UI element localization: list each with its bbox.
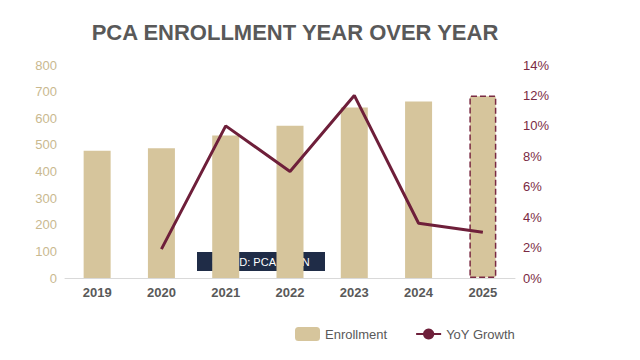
svg-text:4%: 4% <box>523 210 542 225</box>
svg-text:2024: 2024 <box>404 285 434 300</box>
svg-text:500: 500 <box>35 137 57 152</box>
svg-text:8%: 8% <box>523 149 542 164</box>
svg-text:2022: 2022 <box>276 285 305 300</box>
svg-text:2%: 2% <box>523 240 542 255</box>
svg-text:14%: 14% <box>523 58 549 73</box>
svg-text:2019: 2019 <box>83 285 112 300</box>
svg-text:0%: 0% <box>523 271 542 286</box>
svg-text:YoY Growth: YoY Growth <box>446 327 515 342</box>
svg-text:2021: 2021 <box>211 285 240 300</box>
svg-text:10%: 10% <box>523 118 549 133</box>
svg-text:300: 300 <box>35 191 57 206</box>
svg-text:400: 400 <box>35 164 57 179</box>
svg-text:Enrollment: Enrollment <box>325 327 388 342</box>
svg-text:0: 0 <box>50 271 57 286</box>
svg-text:2020: 2020 <box>147 285 176 300</box>
svg-text:2025: 2025 <box>468 285 497 300</box>
svg-text:100: 100 <box>35 244 57 259</box>
svg-text:2023: 2023 <box>340 285 369 300</box>
svg-text:12%: 12% <box>523 88 549 103</box>
svg-text:200: 200 <box>35 217 57 232</box>
svg-text:800: 800 <box>35 58 57 73</box>
svg-text:600: 600 <box>35 111 57 126</box>
svg-text:700: 700 <box>35 84 57 99</box>
svg-text:6%: 6% <box>523 179 542 194</box>
svg-text:PCA ENROLLMENT YEAR OVER YEAR: PCA ENROLLMENT YEAR OVER YEAR <box>92 20 499 45</box>
